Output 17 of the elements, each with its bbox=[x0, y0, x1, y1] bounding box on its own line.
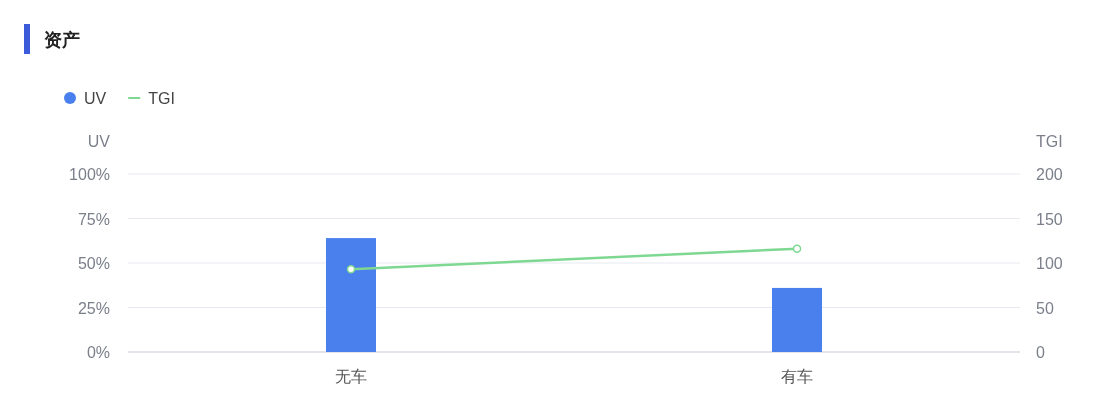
y-tick-label: 50% bbox=[77, 255, 110, 272]
legend-label: UV bbox=[84, 90, 107, 107]
y2-tick-label: 150 bbox=[1036, 210, 1063, 228]
y2-tick-label: 200 bbox=[1036, 166, 1063, 183]
y2-tick-label: 100 bbox=[1036, 255, 1063, 272]
chart-title: 资产 bbox=[44, 30, 80, 50]
y2-axis-title: TGI bbox=[1036, 133, 1063, 150]
x-tick-label: 无车 bbox=[335, 368, 367, 385]
y-tick-label: 75% bbox=[77, 210, 110, 228]
y-tick-label: 100% bbox=[69, 166, 110, 183]
y2-tick-label: 0 bbox=[1036, 344, 1045, 361]
y-tick-label: 25% bbox=[77, 299, 110, 317]
y2-tick-label: 50 bbox=[1036, 299, 1054, 317]
x-tick-label: 有车 bbox=[781, 368, 813, 385]
y-tick-label: 0% bbox=[86, 344, 110, 361]
y-axis-title: UV bbox=[87, 133, 111, 150]
legend-label: TGI bbox=[148, 90, 175, 107]
